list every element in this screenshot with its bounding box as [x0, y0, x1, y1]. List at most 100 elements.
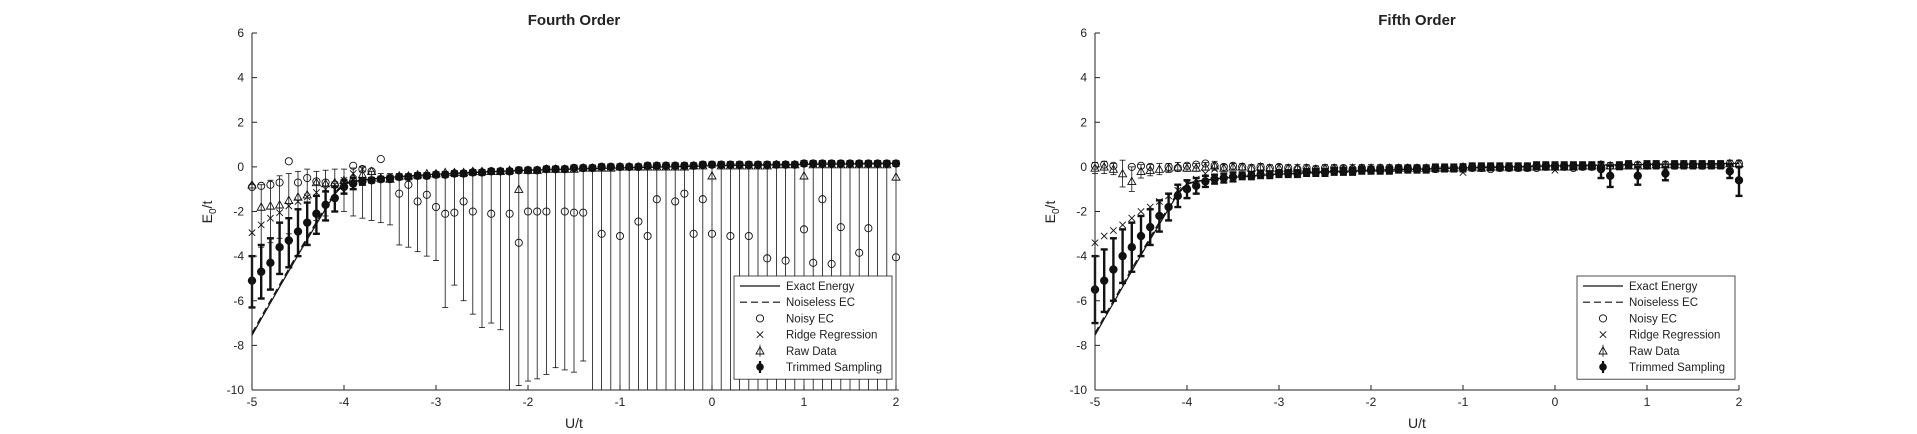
point-trimmed-sampling [395, 172, 404, 182]
legend-swatch-ridge-regression [756, 331, 764, 339]
y-tick-label: -10 [1070, 383, 1088, 397]
point-trimmed-sampling [1182, 184, 1192, 194]
point-trimmed-sampling [367, 176, 376, 185]
point-trimmed-sampling [257, 267, 266, 276]
point-trimmed-sampling [1495, 162, 1504, 172]
point-trimmed-sampling [818, 159, 827, 168]
x-tick-label: -2 [523, 395, 534, 409]
point-trimmed-sampling [891, 159, 901, 168]
point-trimmed-sampling [1127, 242, 1136, 252]
point-raw-data [1099, 161, 1109, 171]
point-raw-data [1117, 168, 1128, 178]
point-trimmed-sampling [1237, 171, 1247, 180]
point-trimmed-sampling [293, 227, 303, 236]
point-trimmed-sampling [1467, 162, 1477, 172]
point-trimmed-sampling [634, 162, 643, 172]
point-trimmed-sampling [1247, 171, 1256, 180]
point-trimmed-sampling [1431, 163, 1440, 173]
x-tick-label: 0 [1552, 395, 1559, 409]
point-trimmed-sampling [588, 163, 597, 173]
point-trimmed-sampling [542, 164, 551, 174]
point-trimmed-sampling [809, 159, 818, 168]
point-trimmed-sampling [339, 182, 349, 192]
x-axis-label: U/t [1408, 415, 1426, 431]
legend-swatch-trimmed-sampling [1599, 363, 1607, 371]
point-trimmed-sampling [1191, 181, 1201, 191]
point-raw-data [514, 184, 524, 193]
point-trimmed-sampling [625, 162, 634, 172]
plot-marks [1090, 158, 1744, 336]
point-trimmed-sampling [1486, 162, 1495, 172]
y-axis-label-main: E [1042, 214, 1058, 223]
point-trimmed-sampling [1366, 166, 1376, 175]
x-tick-label: 1 [1644, 395, 1651, 409]
point-trimmed-sampling [1587, 161, 1596, 170]
point-trimmed-sampling [1578, 161, 1587, 170]
point-trimmed-sampling [1293, 169, 1302, 178]
chart-title: Fourth Order [528, 12, 621, 29]
y-tick-label: -4 [233, 249, 244, 263]
legend: Exact Energy Noiseless EC Noisy EC Ridge Re… [1576, 275, 1736, 380]
point-trimmed-sampling [1605, 171, 1615, 180]
legend-label: Raw Data [1629, 346, 1680, 358]
legend-swatch-ridge-regression [1599, 331, 1607, 339]
point-trimmed-sampling [431, 170, 441, 179]
point-trimmed-sampling [1145, 222, 1155, 232]
point-trimmed-sampling [1523, 162, 1532, 172]
point-trimmed-sampling [1642, 160, 1652, 169]
point-raw-data [1127, 176, 1137, 186]
point-trimmed-sampling [514, 166, 523, 175]
point-trimmed-sampling [303, 218, 312, 227]
y-tick-label: 4 [1080, 71, 1087, 85]
point-raw-data [265, 200, 276, 210]
point-trimmed-sampling [1615, 161, 1624, 170]
point-raw-data [1237, 161, 1247, 171]
y-tick-label: -8 [1076, 338, 1087, 352]
point-trimmed-sampling [1559, 161, 1569, 170]
point-raw-data [1136, 166, 1146, 175]
y-tick-label: 4 [237, 71, 244, 85]
point-trimmed-sampling [505, 167, 514, 176]
legend-label: Raw Data [786, 346, 837, 358]
point-trimmed-sampling [349, 179, 358, 188]
x-tick-label: 2 [893, 395, 900, 409]
point-raw-data [891, 171, 901, 181]
point-trimmed-sampling [1283, 169, 1293, 178]
point-trimmed-sampling [321, 200, 330, 210]
point-trimmed-sampling [1661, 169, 1670, 178]
point-trimmed-sampling [744, 160, 753, 169]
point-trimmed-sampling [477, 168, 487, 177]
point-trimmed-sampling [799, 159, 809, 168]
point-trimmed-sampling [661, 161, 671, 170]
y-axis-label-subscript: 0 [208, 208, 219, 214]
y-tick-label: -6 [233, 294, 244, 308]
y-axis-label: E0/t [1042, 201, 1062, 224]
point-trimmed-sampling [735, 160, 744, 169]
point-raw-data [256, 202, 266, 211]
point-trimmed-sampling [1274, 169, 1284, 178]
point-trimmed-sampling [459, 169, 468, 178]
point-trimmed-sampling [689, 161, 698, 170]
point-raw-data [1182, 163, 1192, 172]
x-tick-label: -1 [615, 395, 626, 409]
point-trimmed-sampling [1210, 174, 1219, 184]
point-trimmed-sampling [790, 160, 799, 169]
point-raw-data [302, 189, 312, 199]
legend: Exact Energy Noiseless EC Noisy EC Ridge Re… [733, 275, 893, 380]
point-raw-data [1228, 161, 1238, 171]
point-trimmed-sampling [1329, 167, 1339, 176]
point-raw-data [366, 166, 377, 175]
point-trimmed-sampling [1532, 161, 1541, 170]
point-trimmed-sampling [1375, 166, 1385, 175]
x-tick-label: -5 [1090, 395, 1101, 409]
point-raw-data [707, 170, 717, 180]
point-trimmed-sampling [1421, 164, 1431, 174]
legend-label: Exact Energy [1629, 281, 1698, 293]
point-trimmed-sampling [1697, 160, 1707, 169]
point-noisy-ec [376, 155, 385, 164]
point-raw-data [1200, 161, 1211, 171]
point-raw-data [1163, 163, 1174, 172]
point-raw-data [1246, 163, 1257, 172]
point-trimmed-sampling [864, 159, 873, 168]
y-axis-label: E0/t [199, 201, 219, 224]
